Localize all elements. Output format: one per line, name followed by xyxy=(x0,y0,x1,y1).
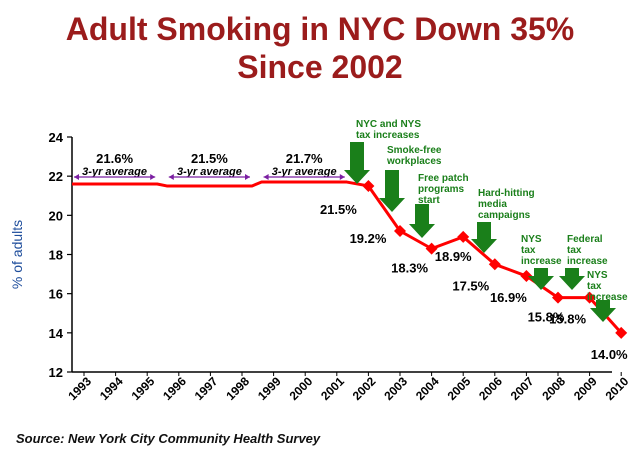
annotation-2004-line-2: programs xyxy=(418,184,465,195)
annotation-arrow-2002 xyxy=(344,142,370,184)
y-tick-label-22: 22 xyxy=(49,169,63,184)
y-tick-label-16: 16 xyxy=(49,287,63,302)
annotation-2008-line-2: tax xyxy=(521,245,536,256)
data-marker-2006 xyxy=(488,258,501,271)
data-label-2006: 17.5% xyxy=(452,278,489,293)
annotation-arrow-2003 xyxy=(379,170,405,212)
annotation-arrow-2004 xyxy=(409,204,435,238)
annotation-2009-line-3: increase xyxy=(567,256,608,267)
annotation-2006-line-1: Hard-hitting xyxy=(478,188,535,199)
annotation-2002-line-2: tax increases xyxy=(356,130,420,141)
average-label-3: 3-yr average xyxy=(272,166,337,178)
y-tick-label-14: 14 xyxy=(49,326,64,341)
annotation-2010-line-3: increase xyxy=(587,292,628,303)
data-marker-2002 xyxy=(362,179,375,192)
data-marker-2007 xyxy=(520,270,533,283)
x-tick-label-1993: 1993 xyxy=(65,374,94,403)
data-marker-2010 xyxy=(615,326,628,339)
chart-title-line-2: Since 2002 xyxy=(237,49,403,85)
x-tick-label-2006: 2006 xyxy=(476,374,505,403)
x-tick-label-2010: 2010 xyxy=(603,374,632,403)
annotation-arrow-2010 xyxy=(590,300,616,322)
average-value-3: 21.7% xyxy=(286,151,323,166)
annotation-2009-line-1: Federal xyxy=(567,234,603,245)
average-label-2: 3-yr average xyxy=(177,166,242,178)
data-label-2004: 18.3% xyxy=(391,261,428,276)
data-marker-2004 xyxy=(425,242,438,255)
source-note: Source: New York City Community Health S… xyxy=(16,431,321,446)
annotation-2006-line-3: campaigns xyxy=(478,210,531,221)
x-tick-label-2002: 2002 xyxy=(350,374,379,403)
data-marker-2008 xyxy=(552,291,564,304)
annotation-2010-line-1: NYS xyxy=(587,270,608,281)
y-tick-label-12: 12 xyxy=(49,365,63,380)
data-marker-2009 xyxy=(583,291,596,304)
data-label-2003: 19.2% xyxy=(350,231,387,246)
average-value-2: 21.5% xyxy=(191,151,228,166)
x-tick-label-1998: 1998 xyxy=(223,374,252,403)
annotation-2003-line-2: workplaces xyxy=(386,156,442,167)
annotation-2003-line-1: Smoke-free xyxy=(387,145,442,156)
y-tick-label-20: 20 xyxy=(49,208,63,223)
annotation-2009-line-2: tax xyxy=(567,245,582,256)
annotation-2008-line-3: increase xyxy=(521,256,562,267)
data-label-2002: 21.5% xyxy=(320,202,357,217)
x-tick-label-1995: 1995 xyxy=(129,374,158,403)
y-axis-label: % of adults xyxy=(9,220,25,289)
x-tick-label-2004: 2004 xyxy=(413,374,442,403)
x-tick-label-1997: 1997 xyxy=(192,374,221,403)
x-tick-label-2008: 2008 xyxy=(539,374,568,403)
x-tick-label-1994: 1994 xyxy=(97,374,126,403)
data-label-2010: 14.0% xyxy=(591,347,628,362)
x-tick-label-2007: 2007 xyxy=(508,374,537,403)
x-tick-label-1996: 1996 xyxy=(160,374,189,403)
x-tick-label-2000: 2000 xyxy=(287,374,316,403)
data-label-2007: 16.9% xyxy=(490,290,527,305)
x-tick-label-2009: 2009 xyxy=(571,374,600,403)
data-marker-2005 xyxy=(457,230,470,243)
data-label-2005: 18.9% xyxy=(435,249,472,264)
data-marker-2003 xyxy=(394,225,406,237)
annotation-arrow-2009 xyxy=(559,268,585,290)
annotation-2002-line-1: NYC and NYS xyxy=(356,119,421,130)
annotation-2004-line-1: Free patch xyxy=(418,173,469,184)
data-label-2009: 15.8% xyxy=(549,312,586,327)
annotation-arrow-2006 xyxy=(471,222,497,253)
x-tick-label-2003: 2003 xyxy=(381,374,410,403)
annotation-2004-line-3: start xyxy=(418,195,440,206)
x-tick-label-1999: 1999 xyxy=(255,374,284,403)
y-tick-label-24: 24 xyxy=(49,130,64,145)
data-label-2008: 15.8% xyxy=(528,310,565,325)
annotation-arrow-2008 xyxy=(528,268,554,290)
average-value-1: 21.6% xyxy=(96,151,133,166)
chart-title: Adult Smoking in NYC Down 35% Since 2002 xyxy=(0,10,640,86)
y-tick-label-18: 18 xyxy=(49,248,63,263)
x-tick-label-2001: 2001 xyxy=(318,374,347,403)
chart-title-line-1: Adult Smoking in NYC Down 35% xyxy=(65,11,575,47)
annotation-2008-line-1: NYS xyxy=(521,234,542,245)
annotation-2010-line-2: tax xyxy=(587,281,602,292)
annotation-2006-line-2: media xyxy=(478,199,507,210)
average-label-1: 3-yr average xyxy=(82,166,147,178)
x-tick-label-2005: 2005 xyxy=(445,374,474,403)
